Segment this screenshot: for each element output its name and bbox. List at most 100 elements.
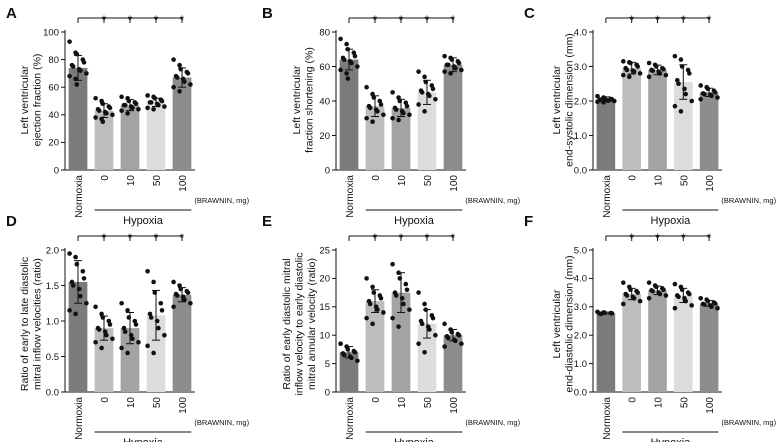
category-label: 100 <box>705 397 716 414</box>
data-point <box>133 101 139 107</box>
data-point <box>683 298 688 304</box>
data-point <box>709 93 714 99</box>
y-tick-label: 20 <box>319 131 330 142</box>
data-point <box>627 74 632 80</box>
data-point <box>73 254 78 260</box>
y-tick-label: 100 <box>43 27 59 38</box>
data-point <box>107 322 113 327</box>
data-point <box>672 281 678 287</box>
data-point <box>628 60 633 66</box>
data-point <box>370 284 375 290</box>
category-label: 10 <box>397 175 408 187</box>
data-point <box>422 109 427 114</box>
data-point <box>631 69 637 74</box>
significance-star: * <box>373 231 378 245</box>
significance-star: * <box>451 13 456 27</box>
data-point <box>709 304 714 310</box>
data-point <box>698 295 703 301</box>
data-point <box>344 71 349 76</box>
data-point <box>119 108 124 113</box>
y-axis-label-line: end-diastolic dimension (mm) <box>564 255 576 392</box>
y-tick-label: 0.0 <box>574 165 587 176</box>
data-point <box>595 93 600 99</box>
data-point <box>148 315 154 320</box>
data-point <box>650 68 655 73</box>
data-point <box>423 307 429 312</box>
significance-star: * <box>655 231 660 245</box>
data-point <box>352 53 358 59</box>
data-point <box>145 105 150 111</box>
data-point <box>381 310 386 315</box>
y-axis-label-line: Ratio of early to late diastolic <box>19 257 31 391</box>
group-label: Hypoxia <box>123 215 164 227</box>
data-point <box>74 261 80 267</box>
y-tick-label: 2.0 <box>574 96 587 107</box>
data-point <box>459 341 464 347</box>
y-tick-label: 60 <box>48 83 59 94</box>
bar <box>699 92 719 170</box>
bar <box>120 105 140 170</box>
data-point <box>416 341 421 347</box>
data-point <box>672 305 678 311</box>
y-tick-label: 0 <box>325 387 330 398</box>
data-point <box>705 298 711 304</box>
data-point <box>683 91 688 97</box>
data-point <box>177 283 182 288</box>
unit-label: (BRAWNIN, mg) <box>194 418 249 427</box>
data-point <box>93 340 98 345</box>
data-point <box>715 305 720 311</box>
y-tick-label: 15 <box>319 302 330 313</box>
data-point <box>364 276 369 281</box>
data-point <box>338 67 343 73</box>
data-point <box>624 67 630 73</box>
data-point <box>73 311 78 317</box>
panel-letter: C <box>524 5 535 22</box>
data-point <box>69 279 75 285</box>
unit-label: (BRAWNIN, mg) <box>721 196 776 205</box>
data-point <box>661 66 666 72</box>
category-label: 0 <box>100 397 111 403</box>
significance-star: * <box>128 231 133 245</box>
data-point <box>128 332 134 338</box>
data-point <box>419 90 425 95</box>
data-point <box>393 107 399 112</box>
significance-star: * <box>707 231 712 245</box>
data-point <box>93 95 98 101</box>
bar <box>339 59 359 170</box>
data-point <box>698 96 703 102</box>
data-point <box>403 281 409 287</box>
data-point <box>151 350 156 356</box>
y-tick-label: 1.5 <box>46 281 59 292</box>
data-point <box>602 310 607 316</box>
panel-letter: F <box>524 213 533 230</box>
data-point <box>448 71 453 76</box>
data-point <box>377 98 383 104</box>
data-point <box>78 68 83 73</box>
data-point <box>99 311 104 317</box>
data-point <box>679 64 685 69</box>
y-tick-label: 3.0 <box>574 62 587 73</box>
category-label: 10 <box>654 175 665 187</box>
data-point <box>403 100 409 106</box>
data-point <box>682 86 687 92</box>
y-axis-label-line: inflow velocity to early diastolic <box>294 253 306 396</box>
significance-star: * <box>399 231 404 245</box>
y-axis-label: Left ventricularfraction shortening (%) <box>291 47 316 153</box>
y-tick-label: 80 <box>319 27 330 38</box>
data-point <box>687 71 692 76</box>
data-point <box>598 311 604 317</box>
data-point <box>171 84 176 90</box>
y-tick-label: 2.0 <box>574 331 587 342</box>
data-point <box>433 96 438 102</box>
data-point <box>449 57 455 62</box>
data-point <box>416 69 421 74</box>
data-point <box>106 318 112 324</box>
data-point <box>442 53 447 59</box>
data-point <box>364 84 369 90</box>
significance-star: * <box>180 13 185 27</box>
bar <box>417 323 437 392</box>
category-label: Normoxia <box>602 397 613 440</box>
y-axis-label-line: Left ventricular <box>551 289 563 358</box>
category-label: 0 <box>371 175 382 181</box>
data-point <box>152 95 158 101</box>
